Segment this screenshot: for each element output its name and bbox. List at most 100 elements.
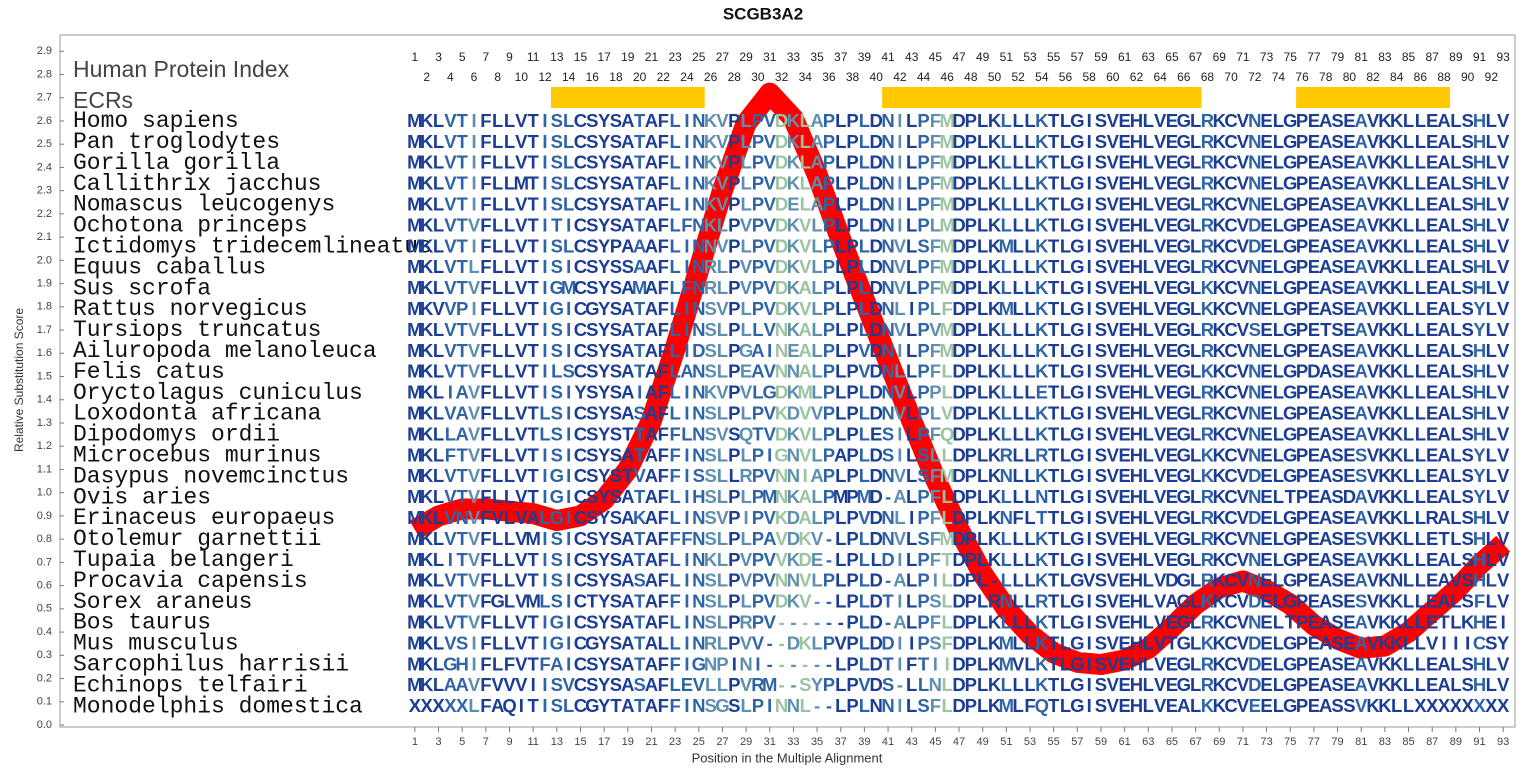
residue: D bbox=[952, 402, 965, 423]
residue: N bbox=[1035, 486, 1048, 507]
residue: A bbox=[645, 173, 658, 194]
residue: V bbox=[764, 110, 777, 131]
residue: P bbox=[1296, 402, 1308, 423]
residue: C bbox=[574, 611, 587, 632]
residue: G bbox=[739, 340, 753, 361]
position-number: 6 bbox=[471, 70, 478, 84]
residue: S bbox=[622, 256, 634, 277]
residue: Y bbox=[598, 319, 611, 340]
position-number: 39 bbox=[858, 50, 872, 64]
residue: L bbox=[1060, 632, 1071, 653]
residue: V bbox=[740, 256, 753, 277]
residue: D bbox=[799, 549, 812, 570]
species-name: Pan troglodytes bbox=[73, 129, 280, 155]
residue: L bbox=[1060, 570, 1071, 591]
residue: L bbox=[1486, 193, 1497, 214]
residue: P bbox=[823, 173, 835, 194]
residue: L bbox=[492, 528, 503, 549]
residue: S bbox=[586, 444, 598, 465]
residue: V bbox=[1497, 549, 1510, 570]
residue: P bbox=[917, 193, 929, 214]
residue: L bbox=[1450, 173, 1461, 194]
residue: D bbox=[775, 591, 788, 612]
residue: L bbox=[859, 465, 870, 486]
residue: N bbox=[692, 549, 705, 570]
residue: S bbox=[551, 695, 563, 716]
residue: M bbox=[939, 214, 954, 235]
residue: K bbox=[1213, 214, 1227, 235]
residue: A bbox=[550, 653, 563, 674]
residue: E bbox=[1426, 193, 1438, 214]
residue: P bbox=[846, 277, 858, 298]
residue: E bbox=[1260, 444, 1272, 465]
residue: S bbox=[1485, 632, 1497, 653]
residue: G bbox=[1283, 277, 1297, 298]
residue: A bbox=[456, 674, 469, 695]
residue: A bbox=[645, 152, 658, 173]
residue: K bbox=[1378, 152, 1392, 173]
residue: F bbox=[658, 465, 669, 486]
residue: V bbox=[1107, 653, 1120, 674]
residue: T bbox=[528, 340, 540, 361]
residue: V bbox=[764, 256, 777, 277]
residue: L bbox=[1486, 444, 1497, 465]
residue: L bbox=[740, 444, 751, 465]
position-number: 89 bbox=[1449, 50, 1463, 64]
residue: A bbox=[1437, 382, 1450, 403]
residue: V bbox=[1237, 235, 1250, 256]
residue: L bbox=[800, 131, 811, 152]
position-number: 19 bbox=[621, 50, 635, 64]
residue: N bbox=[692, 570, 705, 591]
residue: L bbox=[1013, 235, 1024, 256]
residue: Y bbox=[598, 193, 611, 214]
x-tick-label: 13 bbox=[551, 736, 563, 748]
residue: F bbox=[480, 695, 491, 716]
residue: C bbox=[574, 131, 587, 152]
residue: S bbox=[1095, 549, 1107, 570]
residue: E bbox=[1343, 173, 1355, 194]
residue: P bbox=[752, 131, 764, 152]
residue: L bbox=[740, 319, 751, 340]
position-number: 31 bbox=[763, 50, 777, 64]
residue: I bbox=[1087, 361, 1092, 382]
position-number: 24 bbox=[680, 70, 694, 84]
residue: E bbox=[1308, 444, 1320, 465]
residue: N bbox=[1248, 402, 1261, 423]
x-tick-label: 55 bbox=[1048, 736, 1060, 748]
residue: D bbox=[1165, 570, 1178, 591]
residue: A bbox=[1437, 486, 1450, 507]
residue: E bbox=[1260, 653, 1272, 674]
position-number: 1 bbox=[412, 50, 419, 64]
residue: L bbox=[1001, 131, 1012, 152]
residue: R bbox=[1000, 444, 1013, 465]
residue: G bbox=[1070, 193, 1084, 214]
residue: L bbox=[977, 591, 988, 612]
residue: A bbox=[1355, 319, 1368, 340]
residue: F bbox=[930, 193, 941, 214]
residue: V bbox=[1497, 110, 1510, 131]
residue: G bbox=[1177, 131, 1191, 152]
residue: F bbox=[930, 152, 941, 173]
residue: L bbox=[859, 444, 870, 465]
residue: K bbox=[704, 549, 718, 570]
residue: V bbox=[1497, 465, 1510, 486]
residue: L bbox=[1486, 173, 1497, 194]
residue: H bbox=[1473, 653, 1486, 674]
residue: T bbox=[528, 193, 540, 214]
residue: N bbox=[1248, 528, 1261, 549]
residue: L bbox=[504, 465, 515, 486]
residue: - bbox=[991, 570, 997, 591]
residue: A bbox=[1355, 653, 1368, 674]
residue: E bbox=[681, 674, 693, 695]
residue: C bbox=[574, 528, 587, 549]
residue: E bbox=[1260, 235, 1272, 256]
residue: D bbox=[787, 528, 800, 549]
residue: Y bbox=[598, 256, 611, 277]
residue: G bbox=[1283, 444, 1297, 465]
residue: V bbox=[1154, 674, 1167, 695]
residue: L bbox=[977, 131, 988, 152]
residue: Y bbox=[598, 298, 611, 319]
residue: L bbox=[539, 507, 550, 528]
residue: T bbox=[1048, 298, 1060, 319]
residue: M bbox=[407, 570, 422, 591]
